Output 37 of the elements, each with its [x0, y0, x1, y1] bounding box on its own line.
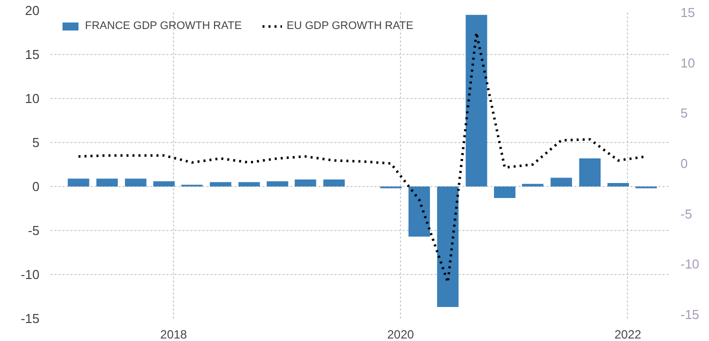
- bar: [408, 186, 430, 237]
- y-tick-label: 15: [25, 47, 40, 62]
- bar: [494, 186, 516, 198]
- bar: [96, 178, 118, 186]
- bar: [579, 158, 601, 186]
- bar: [124, 178, 146, 186]
- bar: [437, 186, 459, 308]
- bar: [522, 184, 544, 186]
- bar: [153, 181, 175, 186]
- legend-label: EU GDP GROWTH RATE: [286, 20, 414, 32]
- bar: [550, 178, 572, 186]
- y2-tick-label: 15: [680, 5, 695, 20]
- x-tick-label: 2022: [614, 328, 642, 341]
- bar: [210, 182, 232, 186]
- y-tick-label: 5: [32, 135, 40, 150]
- bar: [238, 182, 260, 186]
- y-tick-label: 0: [32, 179, 40, 194]
- y-tick-label: -15: [20, 311, 40, 326]
- bar: [68, 178, 90, 186]
- legend-label: FRANCE GDP GROWTH RATE: [85, 20, 242, 32]
- y2-tick-label: -10: [680, 256, 700, 272]
- x-tick-label: 2018: [160, 328, 188, 341]
- bar: [607, 182, 629, 186]
- y2-tick-label: -5: [680, 206, 692, 222]
- bar: [323, 179, 345, 186]
- y2-tick-label: 5: [680, 106, 688, 121]
- y2-tick-label: 0: [680, 156, 688, 171]
- bar: [294, 179, 316, 186]
- y2-tick-label: 10: [680, 55, 695, 70]
- y-tick-label: -5: [28, 223, 40, 238]
- y-tick-label: -10: [20, 267, 40, 282]
- y2-tick-label: -15: [680, 306, 700, 322]
- bar: [266, 181, 288, 186]
- y-tick-label: 20: [25, 3, 40, 18]
- y-tick-label: 10: [25, 91, 40, 106]
- x-tick-label: 2020: [387, 328, 414, 341]
- bar: [466, 14, 488, 186]
